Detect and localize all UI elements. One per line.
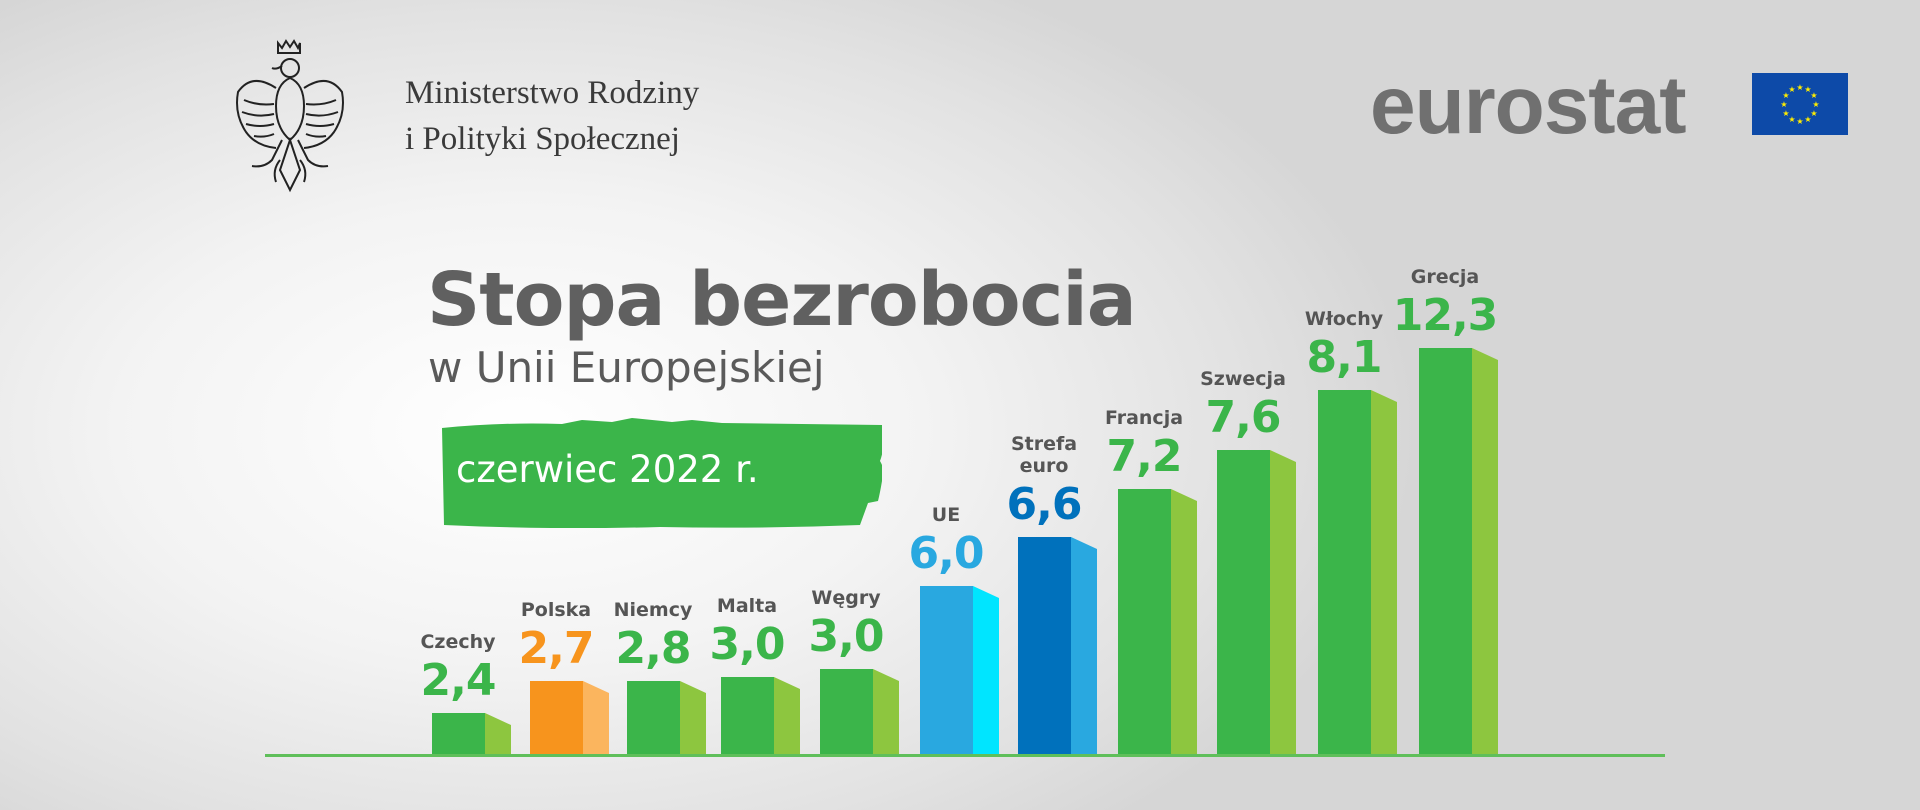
- bar-front-face: [530, 681, 583, 755]
- bar-ue: [920, 586, 999, 755]
- bar-polska: [530, 681, 609, 755]
- svg-text:★: ★: [1810, 91, 1817, 100]
- svg-text:★: ★: [1788, 85, 1795, 94]
- svg-text:★: ★: [1796, 83, 1803, 92]
- bar-value-label: 12,3: [1392, 290, 1499, 341]
- bar-side-face: [973, 586, 999, 755]
- polish-eagle-emblem-icon: [236, 39, 344, 193]
- bar-czechy: [432, 713, 511, 755]
- bar-front-face: [627, 681, 680, 755]
- svg-text:★: ★: [1788, 115, 1795, 124]
- bar-side-face: [1171, 489, 1197, 755]
- bar-category-label-line: Strefa: [1010, 433, 1078, 455]
- svg-text:★: ★: [1804, 85, 1811, 94]
- ministry-name: Ministerstwo Rodziny i Polityki Społeczn…: [405, 70, 699, 162]
- bar-front-face: [1217, 450, 1270, 755]
- bar-side-face: [1371, 390, 1397, 755]
- bar-szwecja: [1217, 450, 1296, 755]
- eu-flag-icon: ★ ★★ ★★★ ★★★ ★★★: [1752, 73, 1848, 135]
- bar-category-label-line: Niemcy: [613, 599, 693, 621]
- bar-side-face: [1270, 450, 1296, 755]
- period-brush-banner: [442, 418, 882, 528]
- bar-category-label-line: euro: [1019, 455, 1069, 477]
- bar-category-label: UE: [886, 504, 1006, 526]
- bar-category-label-line: Polska: [520, 599, 592, 621]
- bar-side-face: [873, 669, 899, 755]
- bar-side-face: [680, 681, 706, 755]
- bar-front-face: [820, 669, 873, 755]
- bar-category-label: Węgry: [786, 587, 906, 609]
- bar-side-face: [485, 713, 511, 755]
- bar-category-label-line: Szwecja: [1200, 368, 1286, 390]
- bar-value-label: 2,4: [420, 655, 497, 706]
- svg-text:★: ★: [1782, 91, 1789, 100]
- bar-category-label-line: Czechy: [420, 631, 496, 653]
- bar-category-label-line: UE: [931, 504, 961, 526]
- bar-front-face: [1018, 537, 1071, 755]
- bar-grecja: [1419, 348, 1498, 755]
- bar-category-label-line: Grecja: [1410, 266, 1480, 288]
- bar-category-label: Strefa euro: [984, 433, 1104, 477]
- bar-front-face: [920, 586, 973, 755]
- bar-category-label: Szwecja: [1183, 368, 1303, 390]
- bar-category-label: Francja: [1084, 407, 1204, 429]
- bar-category-label-line: Włochy: [1304, 308, 1384, 330]
- chart-title: Stopa bezrobocia: [427, 257, 1137, 343]
- bar-front-face: [1318, 390, 1371, 755]
- bar-category-label: Grecja: [1385, 266, 1505, 288]
- svg-text:★: ★: [1812, 100, 1819, 109]
- chart-subtitle: w Unii Europejskiej: [428, 343, 825, 392]
- bar-category-label: Polska: [496, 599, 616, 621]
- bar-niemcy: [627, 681, 706, 755]
- bar-value-label: 2,7: [518, 623, 595, 674]
- bar-value-label: 7,6: [1205, 392, 1282, 443]
- ministry-line-1: Ministerstwo Rodziny: [405, 75, 700, 111]
- bar-category-label: Malta: [687, 595, 807, 617]
- bar-side-face: [1472, 348, 1498, 755]
- ministry-line-2: i Polityki Społecznej: [405, 121, 680, 157]
- bar-front-face: [721, 677, 774, 755]
- chart-baseline: [265, 754, 1665, 757]
- bar-category-label: Włochy: [1284, 308, 1404, 330]
- bar-value-label: 7,2: [1106, 431, 1183, 482]
- period-label: czerwiec 2022 r.: [456, 448, 759, 491]
- bar-category-label: Czechy: [398, 631, 518, 653]
- bar-value-label: 6,0: [908, 528, 985, 579]
- bar-value-label: 3,0: [709, 619, 786, 670]
- bar-side-face: [583, 681, 609, 755]
- bar-value-label: 2,8: [615, 623, 692, 674]
- svg-text:★: ★: [1782, 109, 1789, 118]
- bar-category-label-line: Malta: [716, 595, 778, 617]
- svg-text:★: ★: [1796, 117, 1803, 126]
- bar-węgry: [820, 669, 899, 755]
- bar-front-face: [1118, 489, 1171, 755]
- bar-category-label-line: Francja: [1104, 407, 1184, 429]
- bar-włochy: [1318, 390, 1397, 755]
- eurostat-logo-text: eurostat: [1370, 60, 1687, 151]
- bar-category-label-line: Węgry: [811, 587, 881, 609]
- bar-value-label: 3,0: [808, 611, 885, 662]
- svg-text:★: ★: [1780, 100, 1787, 109]
- svg-text:★: ★: [1810, 109, 1817, 118]
- bar-value-label: 8,1: [1306, 332, 1383, 383]
- bar-category-label: Niemcy: [593, 599, 713, 621]
- svg-text:★: ★: [1804, 115, 1811, 124]
- bar-value-label: 6,6: [1006, 479, 1083, 530]
- bar-malta: [721, 677, 800, 755]
- bar-side-face: [774, 677, 800, 755]
- bar-front-face: [1419, 348, 1472, 755]
- bar-francja: [1118, 489, 1197, 755]
- bar-side-face: [1071, 537, 1097, 755]
- bar-strefa: [1018, 537, 1097, 755]
- bar-front-face: [432, 713, 485, 755]
